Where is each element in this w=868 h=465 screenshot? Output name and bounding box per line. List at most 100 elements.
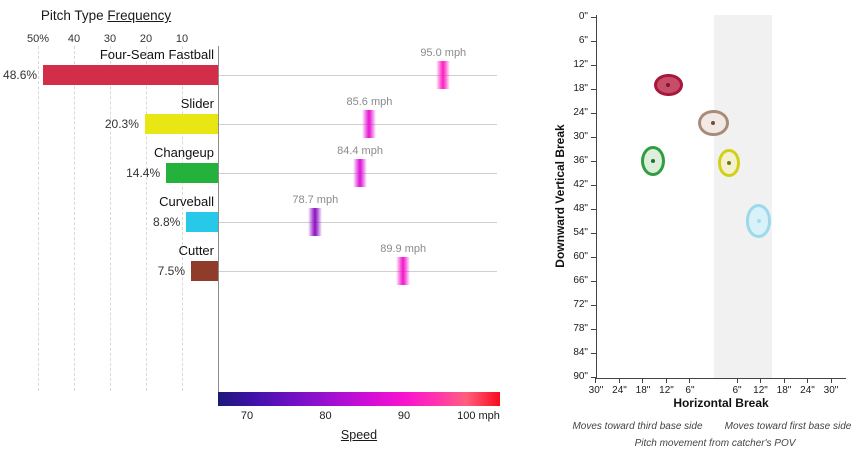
speed-axis-tick-label: 90 xyxy=(397,410,411,422)
speed-row-line xyxy=(219,74,497,76)
movement-y-tick xyxy=(591,136,596,138)
movement-x-tick-label: 12" xyxy=(753,385,768,396)
movement-y-tick xyxy=(591,280,596,282)
footnote-first-base-side: Moves toward first base side xyxy=(724,421,852,432)
movement-y-tick xyxy=(591,352,596,354)
frequency-bar[interactable] xyxy=(144,114,218,134)
pitch-movement-ellipse-changeup[interactable] xyxy=(640,145,665,177)
speed-value-label: 85.6 mph xyxy=(346,96,393,108)
movement-x-tick xyxy=(689,378,691,383)
pitch-movement-center-dot xyxy=(711,120,716,125)
movement-y-tick-label: 24" xyxy=(573,107,588,118)
pitch-movement-center-dot xyxy=(650,158,655,163)
freq-gridline xyxy=(109,46,111,391)
movement-y-tick-label: 0" xyxy=(578,11,588,22)
movement-x-tick-label: 24" xyxy=(612,385,627,396)
movement-plot-band xyxy=(713,15,773,378)
frequency-bar[interactable] xyxy=(191,261,218,281)
frequency-value-label: 20.3% xyxy=(104,117,139,131)
frequency-bar[interactable] xyxy=(43,65,218,85)
frequency-bar[interactable] xyxy=(186,212,218,232)
pitch-movement-ellipse-curveball[interactable] xyxy=(745,204,772,238)
speed-value-label: 89.9 mph xyxy=(380,243,427,255)
speed-distribution-mark[interactable] xyxy=(362,110,377,138)
movement-y-tick-label: 30" xyxy=(573,131,588,142)
movement-y-tick xyxy=(591,160,596,162)
freq-axis-tick-label: 30 xyxy=(103,33,117,45)
footnote-third-base-side: Moves toward third base side xyxy=(572,421,703,432)
movement-x-tick xyxy=(736,378,738,383)
movement-y-tick-label: 12" xyxy=(573,59,588,70)
movement-x-axis-line xyxy=(596,378,846,379)
movement-y-tick-label: 78" xyxy=(573,323,588,334)
pitch-movement-ellipse-slider[interactable] xyxy=(718,148,741,178)
speed-row-line xyxy=(219,123,497,125)
frequency-bar[interactable] xyxy=(166,163,218,183)
movement-x-tick xyxy=(807,378,808,383)
movement-y-tick-label: 84" xyxy=(573,347,588,358)
frequency-value-label: 48.6% xyxy=(3,68,38,82)
speed-axis-tick-label: 80 xyxy=(319,410,332,422)
speed-value-label: 78.7 mph xyxy=(292,194,339,206)
movement-y-tick-label: 18" xyxy=(573,83,588,94)
speed-row-line xyxy=(219,221,497,223)
movement-y-tick xyxy=(591,88,596,90)
movement-x-tick xyxy=(618,378,620,383)
left-chart-title-frequency: Frequency xyxy=(107,8,172,23)
speed-gradient-legend xyxy=(218,392,500,406)
speed-axis-tick-label: 100 mph xyxy=(457,410,500,422)
freq-gridline xyxy=(37,46,39,391)
movement-y-tick xyxy=(591,256,596,258)
freq-gridline xyxy=(181,46,183,391)
movement-x-tick-label: 30" xyxy=(823,385,839,396)
movement-y-tick-label: 54" xyxy=(573,227,588,238)
movement-y-tick-label: 36" xyxy=(573,155,588,166)
movement-y-tick xyxy=(591,64,596,66)
movement-y-tick xyxy=(591,304,596,306)
movement-x-tick xyxy=(665,378,667,383)
frequency-value-label: 8.8% xyxy=(152,215,181,229)
movement-x-tick xyxy=(783,378,785,383)
speed-distribution-mark[interactable] xyxy=(308,208,323,236)
movement-y-tick-label: 66" xyxy=(573,275,588,286)
freq-axis-tick-label: 10 xyxy=(175,33,189,45)
movement-x-tick-label: 24" xyxy=(800,385,815,396)
movement-y-tick xyxy=(591,184,596,186)
footnote-catchers-pov: Pitch movement from catcher's POV xyxy=(634,438,796,449)
speed-axis-tick-label: 70 xyxy=(240,410,254,422)
pitch-movement-center-dot xyxy=(756,218,761,223)
movement-y-tick xyxy=(591,112,596,114)
movement-y-tick-label: 72" xyxy=(573,299,588,310)
movement-x-tick xyxy=(595,378,597,383)
freq-axis-tick-label: 40 xyxy=(67,33,81,45)
movement-y-tick xyxy=(591,16,596,18)
pitch-movement-center-dot xyxy=(666,82,671,87)
movement-y-axis-line xyxy=(596,15,597,379)
speed-distribution-mark[interactable] xyxy=(396,257,411,285)
movement-x-tick xyxy=(760,378,761,383)
movement-x-tick-label: 6" xyxy=(732,385,742,396)
pitch-name-label: Cutter xyxy=(178,243,214,258)
movement-y-tick xyxy=(591,232,596,234)
movement-y-tick-label: 6" xyxy=(578,35,588,46)
movement-x-axis-title: Horizontal Break xyxy=(673,396,769,410)
pitch-name-label: Slider xyxy=(180,96,214,111)
speed-distribution-mark[interactable] xyxy=(353,159,368,187)
movement-x-tick-label: 12" xyxy=(659,385,674,396)
movement-x-tick-label: 30" xyxy=(588,385,604,396)
pitch-movement-ellipse-cutter[interactable] xyxy=(698,109,729,137)
movement-x-tick xyxy=(642,378,644,383)
freq-axis-tick-label: 50% xyxy=(26,33,50,45)
left-chart-title: Pitch Type Frequency xyxy=(0,8,212,23)
movement-x-tick-label: 18" xyxy=(776,385,792,396)
movement-x-tick xyxy=(830,378,832,383)
movement-x-tick-label: 6" xyxy=(685,385,695,396)
frequency-value-label: 7.5% xyxy=(157,264,185,278)
left-chart-title-text: Pitch Type xyxy=(40,8,108,23)
movement-y-tick xyxy=(591,208,596,210)
movement-y-tick xyxy=(591,376,596,378)
freq-gridline xyxy=(145,46,147,391)
speed-distribution-mark[interactable] xyxy=(436,61,451,89)
pitch-movement-ellipse-four-seam-fastball[interactable] xyxy=(654,73,683,97)
